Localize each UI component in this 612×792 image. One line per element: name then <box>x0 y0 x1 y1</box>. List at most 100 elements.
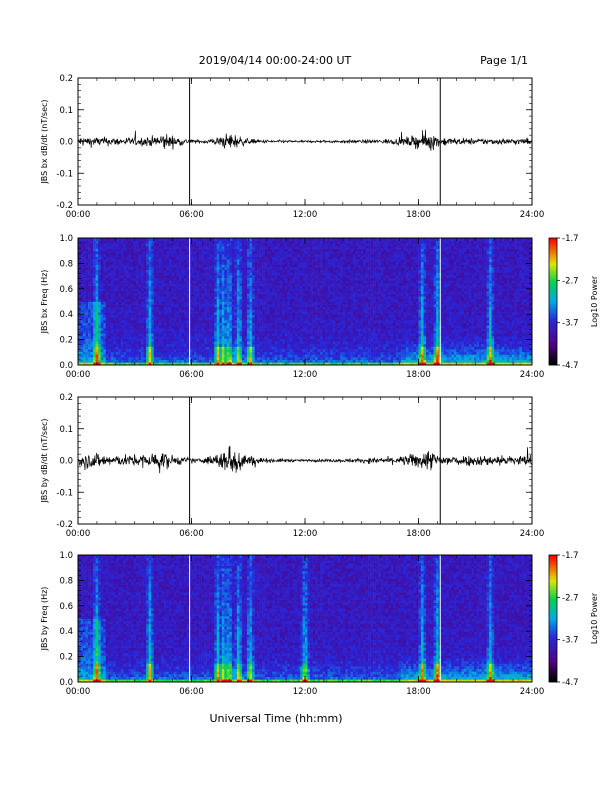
spectrogram-cell <box>299 343 303 347</box>
spectrogram-cell <box>302 251 306 255</box>
spectrogram-cell <box>259 251 263 255</box>
spectrogram-cell <box>118 288 122 292</box>
spectrogram-cell <box>98 256 101 260</box>
spectrogram-cell <box>259 335 263 339</box>
spectrogram-cell <box>148 320 152 323</box>
spectrogram-cell <box>136 248 139 252</box>
spectrogram-cell <box>178 282 182 286</box>
spectrogram-cell <box>274 341 278 345</box>
spectrogram-cell <box>176 248 180 252</box>
spectrogram-cell <box>241 240 245 244</box>
spectrogram-cell <box>103 285 107 289</box>
spectrogram-cell <box>274 277 278 281</box>
spectrogram-cell <box>141 248 144 252</box>
spectrogram-cell <box>310 341 313 345</box>
spectrogram-cell <box>183 264 187 268</box>
spectrogram-cell <box>259 327 263 331</box>
spectrogram-cell <box>113 359 117 363</box>
spectrogram-cell <box>325 248 328 252</box>
spectrogram-cell <box>168 285 172 289</box>
spectrogram-cell <box>277 282 281 286</box>
spectrogram-cell <box>294 259 298 263</box>
spectrogram-cell <box>120 325 124 329</box>
spectrogram-cell <box>188 267 192 271</box>
spectrogram-cell <box>93 301 96 305</box>
spectrogram-cell <box>302 343 306 347</box>
spectrogram-cell <box>176 261 180 265</box>
spectrogram-cell <box>110 327 114 331</box>
spectrogram-cell <box>88 296 91 300</box>
spectrogram-cell <box>259 293 263 297</box>
spectrogram-cell <box>118 269 122 273</box>
spectrogram-cell <box>90 320 94 323</box>
spectrogram-cell <box>231 309 235 313</box>
spectrogram-cell <box>178 243 182 247</box>
spectrogram-cell <box>284 309 288 313</box>
spectrogram-cell <box>176 238 180 241</box>
spectrogram-cell <box>136 317 139 321</box>
spectrogram-cell <box>118 327 122 331</box>
spectrogram-cell <box>168 288 172 292</box>
spectrogram-cell <box>115 259 119 263</box>
spectrogram-cell <box>85 314 89 318</box>
spectrogram-cell <box>98 327 101 331</box>
spectrogram-cell <box>90 261 94 265</box>
spectrogram-cell <box>204 248 207 252</box>
spectrogram-cell <box>292 282 296 286</box>
spectrogram-cell <box>287 304 291 308</box>
spectrogram-cell <box>186 243 190 247</box>
spectrogram-cell <box>178 357 182 361</box>
spectrogram-cell <box>277 248 281 252</box>
spectrogram-cell <box>246 285 250 289</box>
spectrogram-cell <box>156 293 160 297</box>
spectrogram-cell <box>236 314 240 318</box>
spectrogram-cell <box>299 322 303 326</box>
spectrogram-cell <box>322 288 326 292</box>
spectrogram-cell <box>297 325 301 329</box>
spectrogram-cell <box>204 314 207 318</box>
spectrogram-cell <box>80 317 84 321</box>
spectrogram-cell <box>173 285 177 289</box>
spectrogram-cell <box>269 327 273 331</box>
spectrogram-cell <box>274 338 278 342</box>
spectrogram-cell <box>78 317 81 321</box>
spectrogram-cell <box>115 333 119 337</box>
spectrogram-cell <box>105 354 109 358</box>
spectrogram-cell <box>277 325 281 329</box>
spectrogram-cell <box>249 293 253 297</box>
spectrogram-cell <box>178 248 182 252</box>
spectrogram-cell <box>166 322 170 326</box>
spectrogram-cell <box>332 335 336 339</box>
spectrogram-cell <box>201 354 205 358</box>
spectrogram-cell <box>317 272 321 276</box>
spectrogram-cell <box>128 288 132 292</box>
spectrogram-cell <box>305 264 308 268</box>
spectrogram-cell <box>110 338 114 342</box>
spectrogram-cell <box>199 280 202 284</box>
spectrogram-cell <box>133 357 137 361</box>
spectrogram-cell <box>236 335 240 339</box>
spectrogram-cell <box>302 338 306 342</box>
spectrogram-cell <box>279 349 283 353</box>
spectrogram-cell <box>267 312 270 316</box>
spectrogram-cell <box>297 280 301 284</box>
spectrogram-cell <box>312 351 316 355</box>
spectrogram-cell <box>158 243 162 247</box>
spectrogram-cell <box>257 275 260 278</box>
spectrogram-cell <box>125 359 129 363</box>
spectrogram-cell <box>226 362 230 366</box>
spectrogram-cell <box>252 301 255 305</box>
spectrogram-cell <box>246 322 250 326</box>
spectrogram-cell <box>302 261 306 265</box>
spectrogram-cell <box>206 327 210 331</box>
spectrogram-cell <box>108 354 112 358</box>
spectrogram-cell <box>123 354 127 358</box>
spectrogram-cell <box>302 272 306 276</box>
spectrogram-cell <box>133 314 137 318</box>
spectrogram-cell <box>254 314 258 318</box>
spectrogram-cell <box>229 251 233 255</box>
spectrogram-cell <box>90 343 94 347</box>
spectrogram-cell <box>115 325 119 329</box>
spectrogram-cell <box>322 333 326 337</box>
spectrogram-cell <box>307 314 311 318</box>
